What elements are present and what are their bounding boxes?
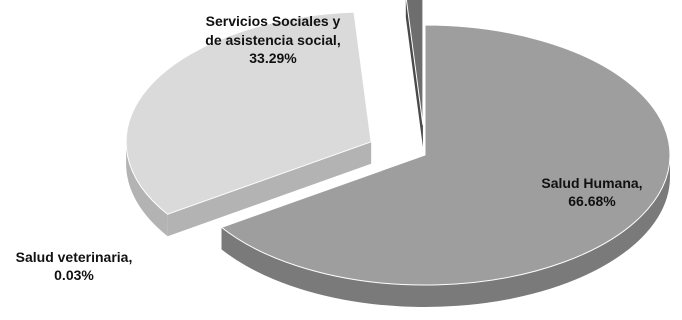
slice-servicios-sociales-y-de-asistencia-social bbox=[125, 11, 372, 237]
label-salud-veterinaria: Salud veterinaria, 0.03% bbox=[16, 249, 133, 283]
label-veterinaria-value: 0.03% bbox=[54, 267, 94, 283]
label-veterinaria-name: Salud veterinaria, bbox=[16, 249, 133, 265]
label-servicios-sociales: Servicios Sociales y de asistencia socia… bbox=[205, 13, 340, 66]
slice-top-servicios-sociales-y-de-asistencia-social bbox=[125, 11, 372, 215]
label-servicios-value: 33.29% bbox=[249, 50, 297, 66]
slice-face-salud-veterinaria-0 bbox=[405, 0, 423, 148]
label-salud-humana-name: Salud Humana, bbox=[541, 175, 642, 191]
label-servicios-line2: de asistencia social, bbox=[205, 32, 340, 48]
slice-top-salud-veterinaria bbox=[405, 0, 424, 126]
slice-top-salud-humana bbox=[220, 24, 671, 286]
slice-face-servicios-sociales-y-de-asistencia-social-0 bbox=[167, 141, 372, 237]
label-salud-humana: Salud Humana, 66.68% bbox=[541, 175, 642, 209]
slice-side-servicios-sociales-y-de-asistencia-social bbox=[126, 141, 168, 237]
slice-salud-veterinaria bbox=[405, 0, 424, 148]
pie-slices bbox=[125, 0, 671, 307]
label-salud-humana-value: 66.68% bbox=[568, 193, 616, 209]
slice-side-salud-humana bbox=[221, 155, 670, 307]
slice-salud-humana bbox=[220, 24, 671, 307]
label-servicios-line1: Servicios Sociales y bbox=[206, 13, 341, 29]
